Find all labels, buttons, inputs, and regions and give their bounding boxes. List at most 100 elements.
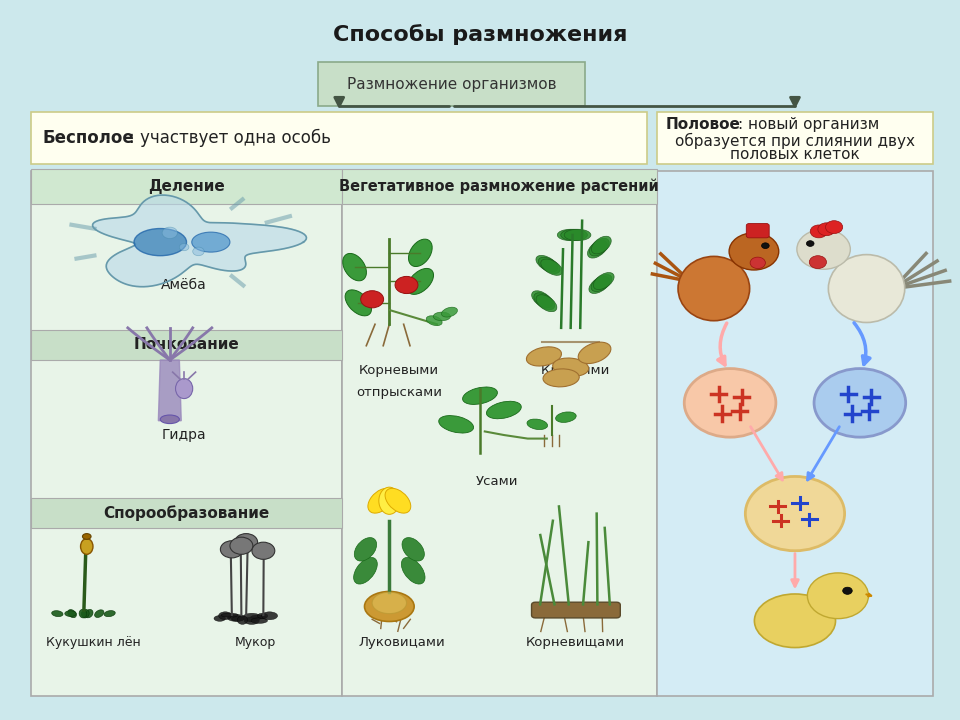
- Ellipse shape: [353, 557, 377, 584]
- Text: : новый организм: : новый организм: [737, 117, 879, 132]
- Ellipse shape: [561, 229, 588, 240]
- Ellipse shape: [242, 618, 259, 623]
- Circle shape: [809, 256, 827, 269]
- Ellipse shape: [543, 369, 579, 387]
- Ellipse shape: [540, 259, 563, 275]
- Ellipse shape: [255, 612, 268, 619]
- Circle shape: [761, 243, 769, 248]
- FancyBboxPatch shape: [342, 168, 657, 204]
- Circle shape: [252, 542, 275, 559]
- Circle shape: [843, 588, 852, 594]
- Ellipse shape: [176, 379, 193, 399]
- Circle shape: [818, 222, 835, 235]
- Ellipse shape: [439, 415, 473, 433]
- Ellipse shape: [589, 238, 610, 256]
- Ellipse shape: [74, 609, 82, 618]
- Ellipse shape: [591, 274, 612, 292]
- Ellipse shape: [368, 488, 394, 513]
- FancyBboxPatch shape: [746, 223, 769, 238]
- Circle shape: [826, 221, 843, 233]
- Circle shape: [221, 541, 243, 558]
- FancyBboxPatch shape: [657, 171, 933, 696]
- Ellipse shape: [101, 610, 111, 617]
- Ellipse shape: [379, 487, 399, 514]
- Circle shape: [814, 369, 905, 437]
- Ellipse shape: [593, 273, 614, 289]
- Text: образуется при слиянии двух: образуется при слиянии двух: [675, 133, 915, 150]
- FancyArrowPatch shape: [866, 594, 871, 596]
- FancyBboxPatch shape: [32, 112, 647, 163]
- Polygon shape: [158, 360, 181, 420]
- Ellipse shape: [94, 611, 106, 616]
- Ellipse shape: [372, 592, 406, 613]
- Circle shape: [234, 534, 257, 551]
- Ellipse shape: [532, 291, 552, 307]
- Ellipse shape: [591, 236, 612, 254]
- Ellipse shape: [442, 307, 457, 317]
- Ellipse shape: [160, 415, 180, 423]
- Ellipse shape: [539, 257, 560, 274]
- Circle shape: [361, 291, 384, 308]
- Circle shape: [396, 276, 418, 294]
- Text: Клубнями: Клубнями: [540, 364, 611, 377]
- Ellipse shape: [134, 228, 186, 256]
- Ellipse shape: [236, 618, 251, 623]
- Text: Бесполое: Бесполое: [43, 129, 134, 147]
- Ellipse shape: [346, 290, 372, 316]
- Ellipse shape: [233, 618, 247, 621]
- Text: Вегетативное размножение растений: Вегетативное размножение растений: [339, 179, 659, 194]
- Ellipse shape: [688, 265, 740, 298]
- Ellipse shape: [343, 253, 367, 281]
- Ellipse shape: [556, 412, 576, 423]
- FancyBboxPatch shape: [32, 168, 342, 204]
- Ellipse shape: [401, 557, 425, 584]
- Ellipse shape: [192, 232, 230, 252]
- Ellipse shape: [365, 592, 414, 621]
- Ellipse shape: [83, 534, 91, 539]
- Ellipse shape: [238, 611, 250, 620]
- Ellipse shape: [553, 358, 588, 377]
- Ellipse shape: [536, 256, 558, 271]
- Ellipse shape: [66, 610, 76, 617]
- Ellipse shape: [762, 601, 808, 626]
- Text: : участвует одна особь: : участвует одна особь: [129, 129, 330, 147]
- Ellipse shape: [678, 256, 750, 320]
- Ellipse shape: [258, 612, 273, 618]
- FancyBboxPatch shape: [32, 498, 342, 528]
- Text: половых клеток: половых клеток: [731, 148, 860, 163]
- Text: Спорообразование: Спорообразование: [104, 505, 270, 521]
- Ellipse shape: [385, 488, 411, 513]
- Ellipse shape: [354, 538, 376, 561]
- Ellipse shape: [558, 229, 584, 240]
- Text: Гидра: Гидра: [162, 428, 206, 442]
- Ellipse shape: [407, 269, 434, 294]
- Ellipse shape: [71, 610, 81, 617]
- Ellipse shape: [755, 594, 835, 647]
- Ellipse shape: [828, 255, 904, 323]
- Ellipse shape: [258, 614, 272, 619]
- Text: Кукушкин лён: Кукушкин лён: [46, 636, 141, 649]
- Ellipse shape: [81, 539, 93, 554]
- Text: Размножение организмов: Размножение организмов: [347, 77, 556, 91]
- Ellipse shape: [433, 312, 450, 320]
- Circle shape: [797, 229, 851, 269]
- Text: отпрысками: отпрысками: [356, 386, 442, 399]
- Ellipse shape: [426, 316, 443, 325]
- Circle shape: [230, 537, 252, 554]
- Ellipse shape: [60, 611, 70, 617]
- FancyBboxPatch shape: [342, 171, 657, 696]
- FancyBboxPatch shape: [657, 112, 933, 163]
- Ellipse shape: [536, 294, 557, 312]
- Ellipse shape: [463, 387, 497, 405]
- Text: Корневыми: Корневыми: [359, 364, 439, 377]
- Ellipse shape: [526, 347, 562, 366]
- FancyBboxPatch shape: [32, 330, 342, 360]
- Ellipse shape: [588, 240, 608, 258]
- Ellipse shape: [578, 342, 611, 364]
- Ellipse shape: [409, 239, 432, 266]
- Circle shape: [806, 240, 814, 246]
- Text: Способы размножения: Способы размножения: [333, 24, 627, 45]
- FancyBboxPatch shape: [532, 602, 620, 618]
- Circle shape: [684, 369, 776, 437]
- Ellipse shape: [226, 616, 241, 622]
